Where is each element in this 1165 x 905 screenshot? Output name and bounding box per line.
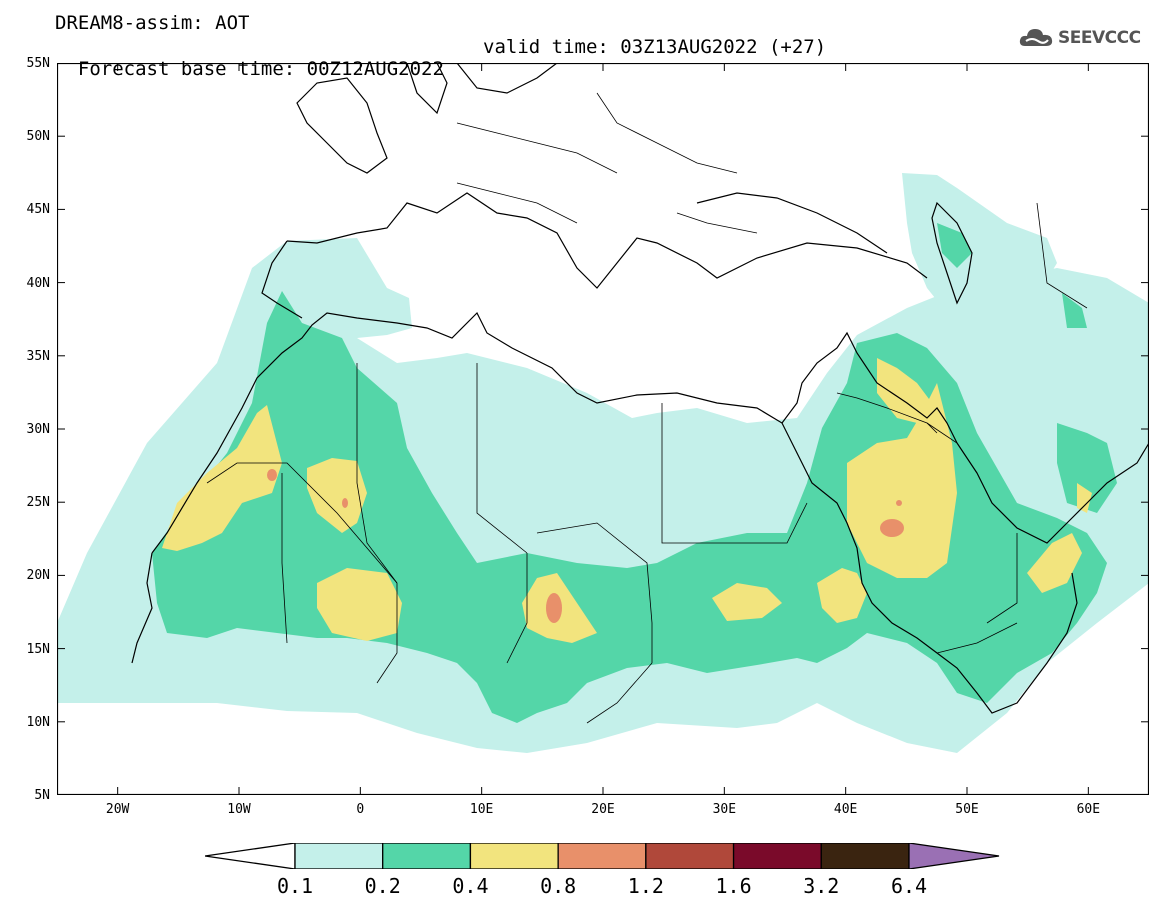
- colorbar-segment: [732, 843, 822, 869]
- lon-label: 20W: [105, 802, 130, 817]
- colorbar-segment: [645, 843, 735, 869]
- lat-label: 25N: [26, 495, 50, 511]
- colorbar-label: 0.2: [364, 874, 401, 898]
- country-borders: [206, 92, 1088, 724]
- coastlines: [131, 63, 1149, 714]
- lon-label: 20E: [591, 802, 615, 817]
- colorbar-segment: [557, 843, 647, 869]
- axis-ticks: [57, 63, 1149, 795]
- lon-label: 0: [356, 802, 365, 817]
- valid-time: valid time: 03Z13AUG2022 (+27): [483, 36, 827, 58]
- seevccc-logo: SEEVCCC: [1018, 26, 1141, 50]
- aot-level-0-4: [162, 358, 1092, 643]
- logo-text: SEEVCCC: [1058, 28, 1141, 48]
- lon-label: 10W: [227, 802, 251, 817]
- lat-label: 40N: [26, 275, 50, 291]
- cloud-icon: [1019, 29, 1053, 46]
- colorbar-label: 0.8: [540, 874, 577, 898]
- lat-label: 30N: [26, 422, 50, 437]
- lon-label: 10E: [469, 802, 494, 817]
- colorbar-segment: [820, 843, 910, 869]
- colorbar-segment: [469, 843, 559, 869]
- colorbar-label: 1.6: [715, 874, 752, 898]
- colorbar-label: 0.1: [276, 874, 314, 898]
- lon-label: 50E: [955, 802, 979, 817]
- map-title: DREAM8-assim: AOT: [55, 12, 250, 34]
- lat-label: 10N: [26, 714, 50, 730]
- colorbar-segment: [294, 843, 384, 869]
- lat-label: 5N: [34, 788, 50, 803]
- lon-label: 40E: [833, 802, 858, 817]
- lat-label: 20N: [26, 568, 50, 584]
- lon-label: 30E: [712, 802, 737, 817]
- lat-label: 55N: [26, 56, 50, 71]
- colorbar-segments: [294, 843, 910, 869]
- colorbar: [205, 843, 1000, 869]
- lat-label: 50N: [26, 129, 50, 145]
- lat-label: 15N: [26, 641, 50, 657]
- aot-map: [57, 63, 1149, 795]
- lat-label: 45N: [26, 202, 50, 218]
- map-area: [57, 63, 1149, 795]
- colorbar-label: 0.4: [452, 874, 489, 898]
- colorbar-segment: [382, 843, 472, 869]
- colorbar-low-arrow: [205, 843, 296, 869]
- aot-level-0-8: [267, 469, 904, 623]
- colorbar-label: 1.2: [627, 874, 664, 898]
- colorbar-label: 3.2: [803, 874, 840, 898]
- lon-label: 60E: [1076, 802, 1101, 817]
- lat-label: 35N: [26, 348, 50, 364]
- colorbar-high-arrow: [908, 843, 1000, 869]
- colorbar-label: 6.4: [890, 874, 928, 898]
